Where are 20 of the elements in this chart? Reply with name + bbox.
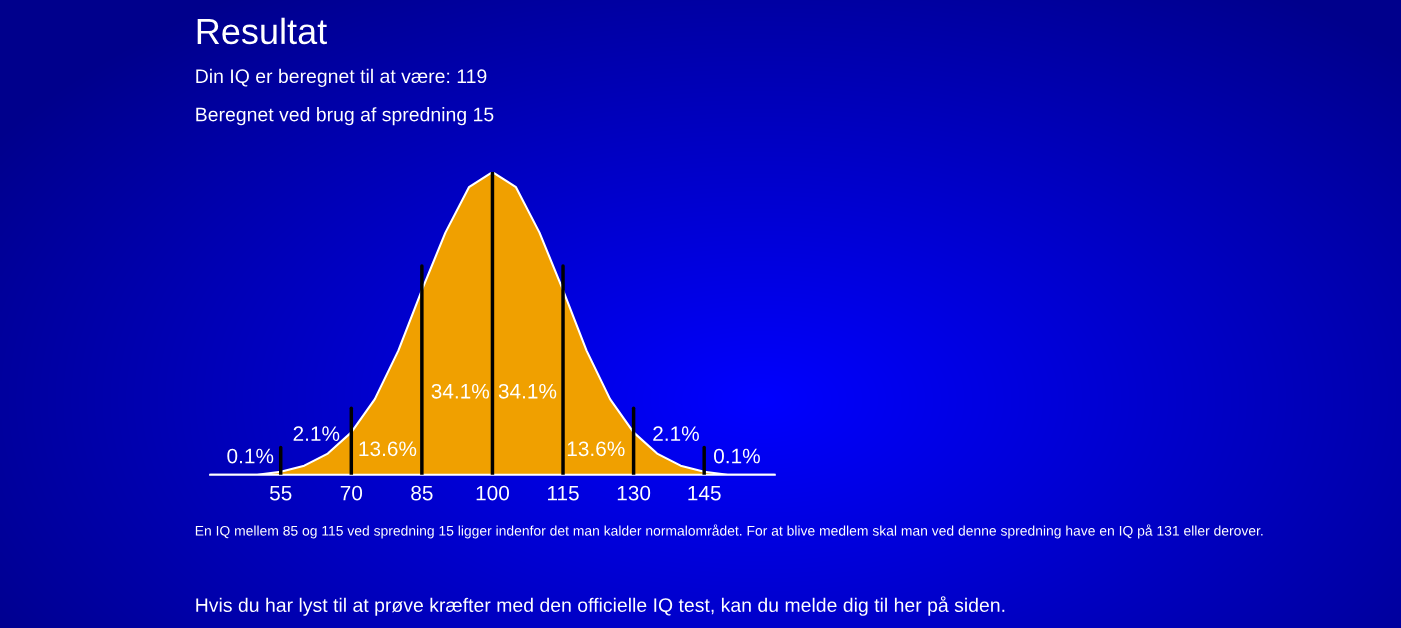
chart-title: Resultat (197, 17, 327, 45)
text: Beregnet ved brug af spredning 15 (196, 107, 494, 126)
x-tick-label: 145 (688, 485, 721, 501)
x-tick-label: 100 (476, 485, 510, 501)
annotation: 13.6% (359, 441, 417, 457)
x-tick-label: 130 (617, 485, 651, 501)
annotation: 34.1% (498, 383, 557, 399)
annotation: 2.1% (293, 426, 340, 441)
annotation: 13.6% (567, 441, 625, 457)
annotation: 0.1% (227, 448, 274, 464)
x-tick-label: 70 (340, 485, 363, 501)
annotation: 0.1% (714, 448, 760, 464)
x-tick-label: 85 (411, 485, 433, 501)
x-tick-label: 115 (548, 485, 579, 501)
annotation: 34.1% (431, 383, 490, 399)
annotation: 2.1% (653, 426, 699, 441)
text: En IQ mellem 85 og 115 ved spredning 15 ligger indenfor det man kalder normalområdet. For at blive medlem skal man ved denne spredning have en IQ på 131 eller derover. (195, 524, 1263, 539)
chart-subtitle: Din IQ er beregnet til at være: 119 (196, 68, 487, 87)
text: Hvis du har lyst til at prøve kræfter med den officielle IQ test, kan du melde dig til her på siden. (196, 596, 1005, 616)
x-tick-label: 55 (269, 485, 292, 501)
